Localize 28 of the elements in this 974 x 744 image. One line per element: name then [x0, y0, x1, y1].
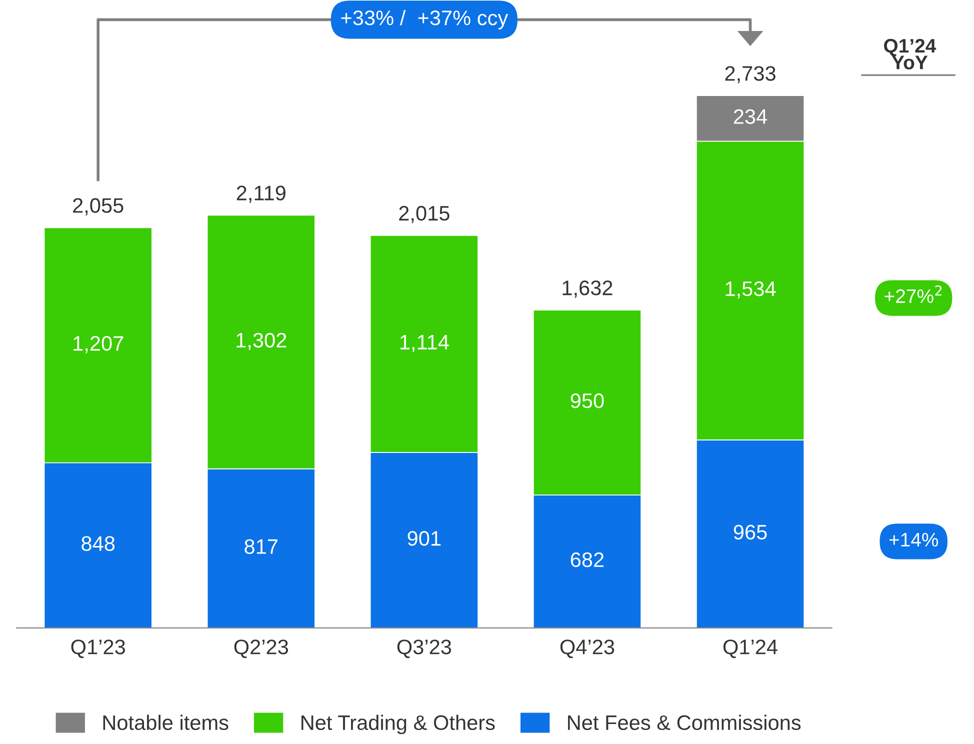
data-label: 848 — [82, 536, 115, 551]
legend-label: Notable items — [103, 714, 228, 730]
data-label: 234 — [734, 109, 768, 124]
total-label: 2,119 — [236, 186, 286, 203]
x-tick-label: Q3’23 — [397, 640, 452, 658]
total-label: 2,055 — [73, 198, 124, 216]
data-label: 1,302 — [236, 332, 286, 350]
text: +14% — [889, 532, 938, 547]
text: +33% / +37% ccy — [341, 10, 508, 30]
total-label: 2,733 — [725, 66, 776, 84]
text: Q1’24 YoY — [884, 38, 936, 70]
legend-label: Net Fees & Commissions — [568, 714, 801, 730]
data-label: 817 — [244, 539, 278, 554]
total-label: 1,632 — [562, 280, 612, 298]
total-label: 2,015 — [399, 206, 450, 224]
text: +27%$^{2}$ — [884, 285, 942, 304]
data-label: 682 — [570, 552, 604, 568]
x-tick-label: Q1’24 — [723, 640, 778, 658]
data-label: 901 — [408, 531, 441, 546]
legend-label: Net Trading & Others — [302, 714, 495, 734]
data-label: 1,534 — [726, 281, 776, 299]
x-tick-label: Q4’23 — [560, 640, 614, 658]
data-label: 1,114 — [400, 334, 449, 352]
data-label: 1,207 — [74, 336, 124, 354]
x-tick-label: Q1’23 — [71, 640, 125, 658]
data-label: 950 — [570, 393, 604, 408]
data-label: 965 — [734, 524, 767, 540]
x-tick-label: Q2’23 — [234, 640, 288, 658]
